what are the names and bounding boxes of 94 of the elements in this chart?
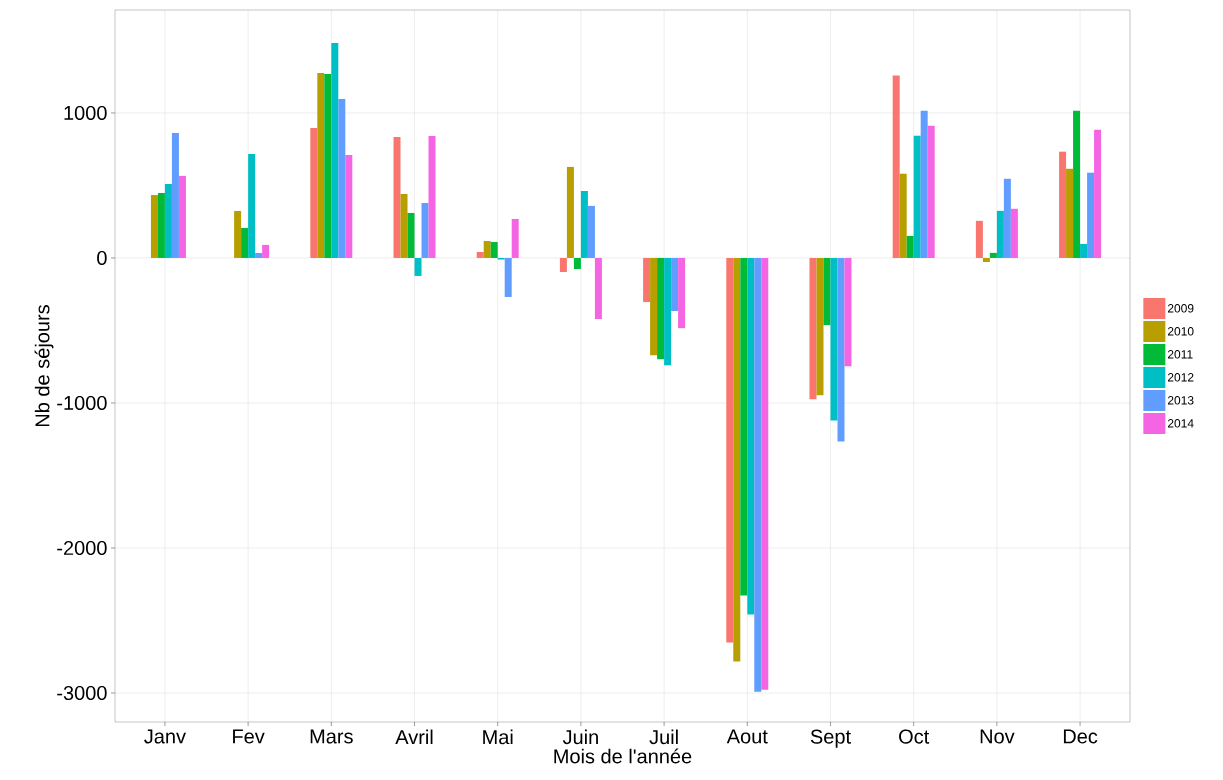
- bar: [823, 257, 831, 326]
- bar: [248, 153, 256, 258]
- bar: [234, 210, 242, 258]
- y-tick-label: -2000: [57, 540, 107, 556]
- x-tick-label: Fev: [233, 729, 265, 744]
- y-tick-label: 0: [97, 250, 107, 266]
- bar: [587, 205, 595, 258]
- bar: [906, 235, 914, 258]
- bar: [1080, 243, 1088, 258]
- bar: [559, 257, 567, 273]
- x-tick-label: Mars: [310, 729, 353, 744]
- bar: [310, 127, 318, 258]
- x-tick-label: Dec: [1063, 729, 1098, 744]
- bar: [761, 257, 769, 690]
- legend-label: 2011: [1167, 350, 1193, 359]
- bar: [255, 253, 263, 258]
- bar: [664, 257, 672, 366]
- bar: [414, 257, 422, 276]
- bar: [511, 218, 519, 258]
- bar: [747, 257, 755, 615]
- bar: [892, 75, 900, 258]
- y-axis-title: Nb de séjours: [34, 305, 54, 427]
- bar: [157, 193, 165, 258]
- bar: [733, 257, 741, 662]
- bar: [393, 137, 401, 258]
- bar: [483, 241, 491, 258]
- bar: [421, 203, 429, 258]
- x-tick-label: Juil: [649, 729, 678, 745]
- bar: [317, 72, 325, 258]
- bar: [476, 252, 484, 258]
- legend-label: 2009: [1167, 304, 1194, 313]
- bar: [657, 257, 665, 360]
- bar: [164, 184, 172, 258]
- x-tick-label: Avril: [395, 729, 433, 745]
- x-axis-title: Mois de l'année: [554, 748, 692, 764]
- x-tick-label: Aout: [726, 729, 768, 744]
- bar: [566, 166, 574, 258]
- bar: [643, 257, 651, 303]
- bar: [899, 173, 907, 258]
- x-tick-label: Janv: [144, 729, 186, 744]
- y-tick-label: -1000: [57, 395, 107, 411]
- y-tick-label: 1000: [64, 105, 107, 121]
- bar: [1073, 110, 1081, 258]
- bar: [927, 125, 935, 258]
- bar: [428, 136, 436, 258]
- legend-label: 2014: [1167, 419, 1194, 428]
- bar: [324, 73, 332, 258]
- x-tick-label: Oct: [899, 729, 930, 744]
- bar: [150, 195, 158, 258]
- bar: [1066, 168, 1074, 258]
- bar: [331, 42, 339, 258]
- bar: [1094, 129, 1102, 258]
- bar: [754, 257, 762, 692]
- bar: [678, 257, 686, 329]
- bar: [809, 257, 817, 400]
- bar: [816, 257, 824, 396]
- y-tick-label: -3000: [57, 685, 107, 701]
- bar: [982, 257, 990, 263]
- bar: [504, 257, 512, 297]
- bar: [400, 194, 408, 258]
- bar: [830, 257, 838, 421]
- bar: [671, 257, 679, 312]
- legend-label: 2013: [1167, 396, 1194, 405]
- bar: [338, 98, 346, 258]
- bar: [1003, 178, 1011, 258]
- bar: [241, 227, 249, 258]
- bar: [262, 244, 270, 258]
- bar: [580, 190, 588, 258]
- bar: [996, 210, 1004, 258]
- bar: [171, 132, 179, 258]
- bar: [650, 257, 658, 356]
- bar: [726, 257, 734, 643]
- bar: [178, 175, 186, 258]
- bar: [913, 135, 921, 258]
- bar: [975, 220, 983, 258]
- legend-label: 2010: [1167, 327, 1194, 336]
- legend-label: 2012: [1167, 373, 1194, 382]
- x-tick-label: Sept: [810, 729, 851, 748]
- bar: [1010, 208, 1018, 258]
- bar: [844, 257, 852, 367]
- bar: [740, 257, 748, 596]
- bar: [594, 257, 602, 320]
- bar: [573, 257, 581, 269]
- bar: [1059, 151, 1067, 258]
- x-tick-label: Juin: [562, 729, 598, 745]
- bar: [1087, 172, 1095, 258]
- x-tick-label: Mai: [483, 729, 513, 745]
- bar: [989, 252, 997, 258]
- bar: [920, 110, 928, 258]
- bar: [345, 155, 353, 258]
- bar: [407, 213, 415, 258]
- bar: [837, 257, 845, 442]
- bar: [490, 242, 498, 258]
- x-tick-label: Nov: [980, 729, 1015, 744]
